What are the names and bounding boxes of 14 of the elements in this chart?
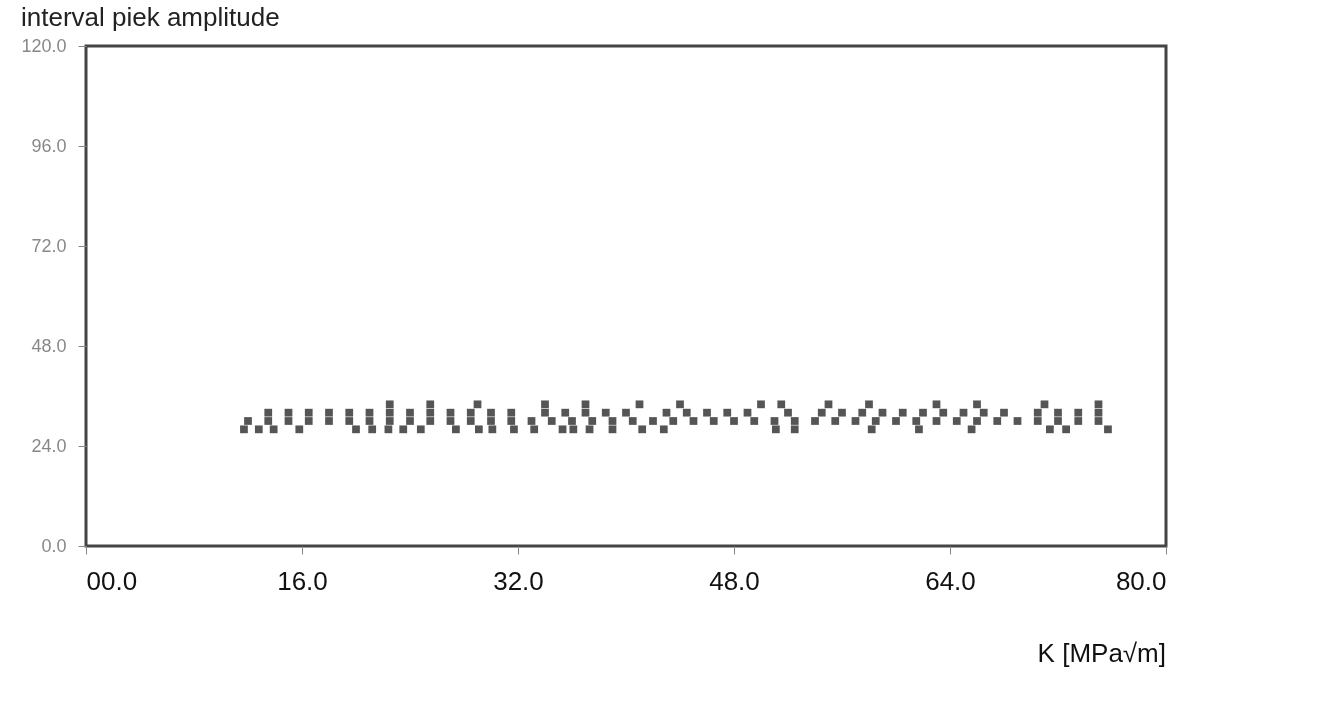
x-tick-label: 64.0 [925, 565, 976, 596]
y-tick-label: 24.0 [31, 435, 67, 456]
x-tick-label: 80.0 [1115, 565, 1167, 596]
y-tick-label: 72.0 [31, 235, 67, 256]
y-tick-label: 0.0 [41, 535, 67, 556]
x-tick-label: 48.0 [709, 565, 760, 596]
chart-title: interval piek amplitude [20, 2, 280, 32]
x-tick-label: 00.0 [86, 565, 138, 596]
x-tick-label: 32.0 [493, 565, 544, 596]
x-tick-label: 16.0 [277, 565, 328, 596]
y-tick-label: 48.0 [31, 335, 67, 356]
y-tick-label: 120.0 [21, 35, 67, 56]
y-tick-label: 96.0 [31, 135, 67, 156]
x-axis-title: K [MPa√m] [1037, 638, 1166, 668]
